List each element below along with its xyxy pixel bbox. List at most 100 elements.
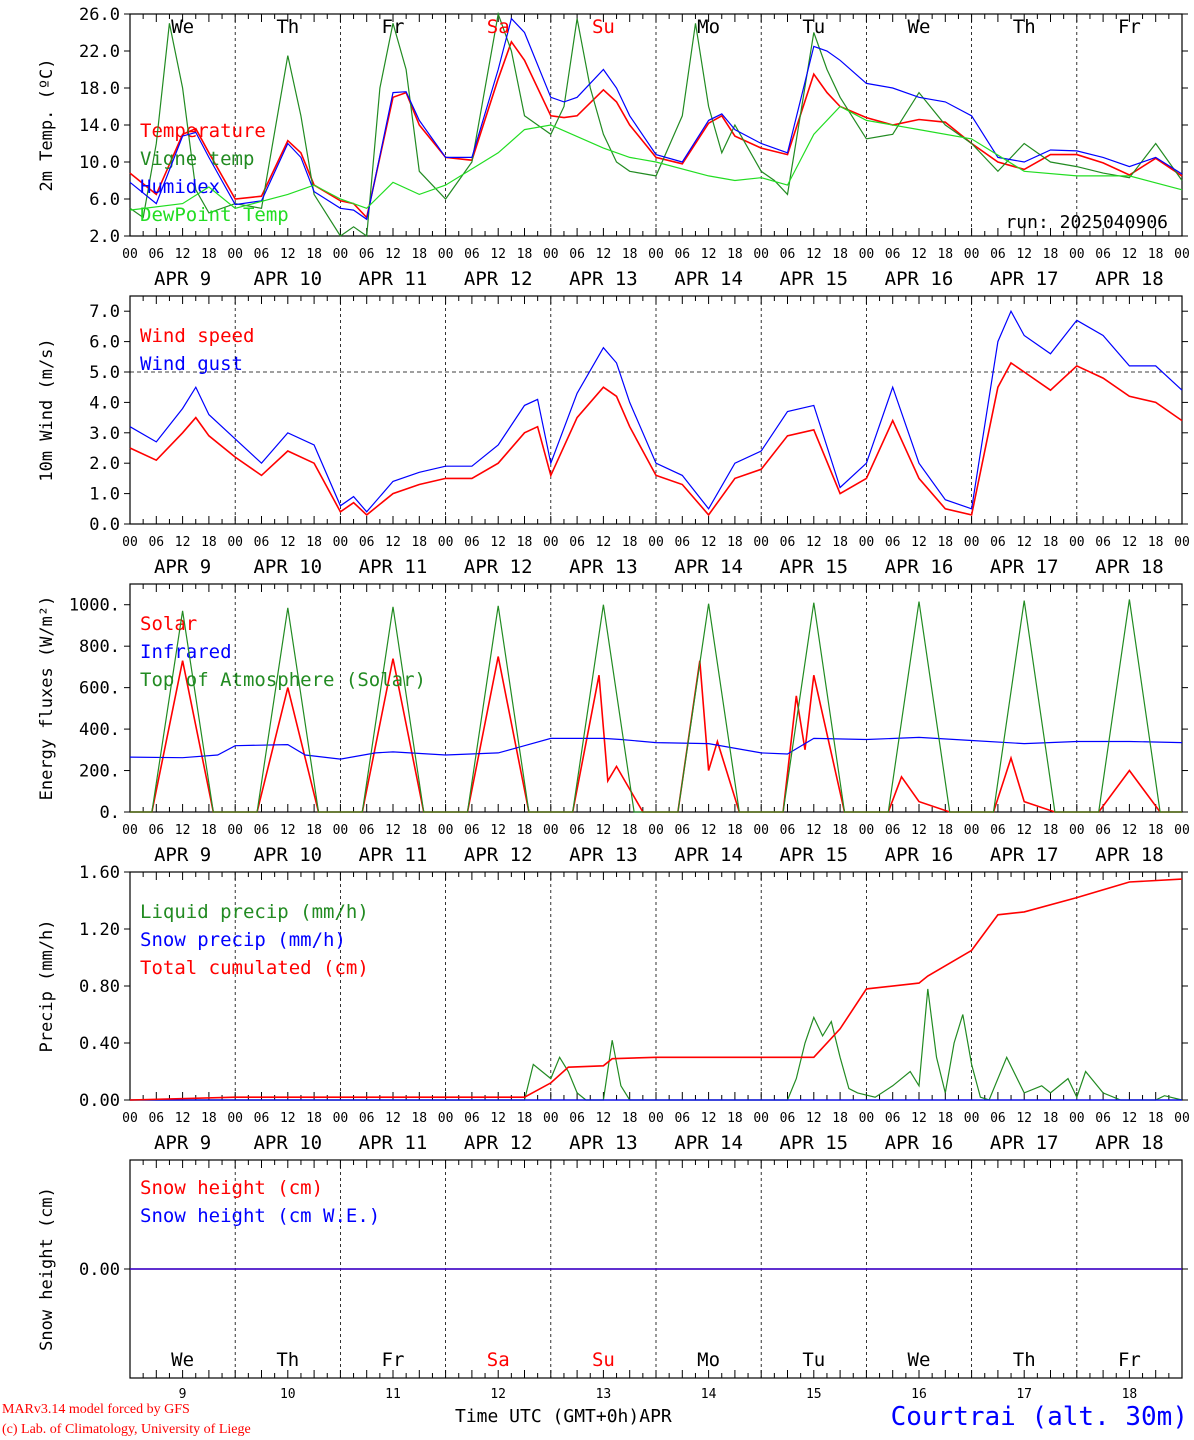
day-label: APR 11	[359, 556, 428, 578]
hour-label: 18	[1043, 1111, 1059, 1126]
day-label: APR 12	[464, 268, 533, 290]
hour-label: 12	[701, 1111, 717, 1126]
y-tick-label: 7.0	[89, 302, 120, 322]
hour-label: 12	[175, 1111, 191, 1126]
hour-label: 00	[964, 823, 980, 838]
y-tick-label: 0.	[100, 803, 120, 823]
hour-label: 12	[385, 247, 401, 262]
day-label: APR 11	[359, 268, 428, 290]
hour-label: 06	[254, 1111, 270, 1126]
hour-label: 06	[254, 247, 270, 262]
hour-label: 12	[490, 247, 506, 262]
hour-label: 18	[306, 823, 322, 838]
hour-label: 18	[517, 535, 533, 550]
day-label: APR 9	[154, 1132, 211, 1154]
y-axis-title: Precip (mm/h)	[37, 919, 57, 1052]
y-tick-label: 0.40	[79, 1034, 120, 1054]
y-tick-label: 4.0	[89, 393, 120, 413]
series-line-3	[129, 105, 1183, 211]
y-tick-label: 400.	[79, 720, 120, 740]
hour-label: 18	[1043, 823, 1059, 838]
day-label: APR 13	[569, 556, 638, 578]
legend-entry: Total cumulated (cm)	[140, 957, 369, 979]
hour-label: 06	[148, 535, 164, 550]
hour-label: 18	[937, 823, 953, 838]
day-label: APR 17	[990, 556, 1059, 578]
hour-label: 00	[438, 823, 454, 838]
hour-label: 12	[596, 247, 612, 262]
hour-label: 06	[359, 823, 375, 838]
day-label: APR 17	[990, 1132, 1059, 1154]
hour-label: 12	[1016, 535, 1032, 550]
hour-label: 00	[753, 1111, 769, 1126]
hour-label: 00	[122, 247, 138, 262]
day-label: APR 18	[1095, 1132, 1164, 1154]
hour-label: 06	[990, 535, 1006, 550]
day-label: APR 13	[569, 844, 638, 866]
hour-label: 18	[622, 247, 638, 262]
y-tick-label: 22.0	[79, 42, 120, 62]
day-label: APR 16	[885, 268, 954, 290]
weekday-label: Mo	[697, 16, 720, 38]
day-label: APR 14	[674, 268, 743, 290]
day-number-label: 10	[280, 1387, 296, 1402]
hour-label: 18	[727, 535, 743, 550]
y-tick-label: 0.00	[79, 1260, 120, 1280]
hour-label: 18	[411, 1111, 427, 1126]
legend-entry: Snow height (cm W.E.)	[140, 1205, 380, 1227]
hour-label: 00	[333, 247, 349, 262]
hour-label: 18	[832, 535, 848, 550]
hour-label: 12	[1016, 247, 1032, 262]
day-label: APR 14	[674, 1132, 743, 1154]
hour-label: 12	[701, 823, 717, 838]
hour-label: 12	[701, 535, 717, 550]
hour-label: 12	[806, 823, 822, 838]
day-label: APR 15	[779, 1132, 848, 1154]
hour-label: 18	[1148, 1111, 1164, 1126]
hour-label: 06	[464, 247, 480, 262]
weekday-label: We	[171, 1349, 194, 1371]
model-line: MARv3.14 model forced by GFS	[2, 1402, 190, 1417]
hour-label: 00	[333, 823, 349, 838]
hour-label: 12	[1122, 1111, 1138, 1126]
hour-label: 18	[1148, 823, 1164, 838]
series-line-1	[129, 309, 1183, 513]
hour-label: 06	[885, 1111, 901, 1126]
hour-label: 00	[753, 535, 769, 550]
hour-label: 12	[490, 535, 506, 550]
y-tick-label: 1.0	[89, 485, 120, 505]
hour-label: 06	[148, 1111, 164, 1126]
weekday-label: Fr	[382, 1349, 405, 1371]
hour-label: 18	[622, 823, 638, 838]
weekday-label: Tu	[802, 16, 825, 38]
hour-label: 00	[753, 823, 769, 838]
hour-label: 12	[911, 247, 927, 262]
hour-label: 18	[937, 535, 953, 550]
hour-label: 06	[148, 247, 164, 262]
hour-label: 06	[990, 1111, 1006, 1126]
hour-label: 18	[306, 247, 322, 262]
series-line-2	[130, 599, 1182, 813]
day-label: APR 16	[885, 844, 954, 866]
y-tick-label: 600.	[79, 679, 120, 699]
legend-entry: Temperature	[140, 120, 266, 142]
weekday-label: Th	[276, 16, 299, 38]
hour-label: 06	[674, 1111, 690, 1126]
weekday-label: Th	[1013, 1349, 1036, 1371]
y-tick-label: 18.0	[79, 79, 120, 99]
hour-label: 18	[1043, 535, 1059, 550]
weekday-label: Sa	[487, 16, 510, 38]
hour-label: 00	[1174, 1111, 1190, 1126]
legend-entry: Wind speed	[140, 325, 254, 347]
day-label: APR 18	[1095, 556, 1164, 578]
hour-label: 06	[569, 247, 585, 262]
day-label: APR 13	[569, 268, 638, 290]
weekday-label: We	[908, 16, 931, 38]
hour-label: 06	[254, 535, 270, 550]
hour-label: 18	[1148, 247, 1164, 262]
hour-label: 18	[517, 823, 533, 838]
hour-label: 00	[753, 247, 769, 262]
legend-entry: Infrared	[140, 641, 232, 663]
day-label: APR 11	[359, 844, 428, 866]
y-tick-label: 6.0	[89, 333, 120, 353]
